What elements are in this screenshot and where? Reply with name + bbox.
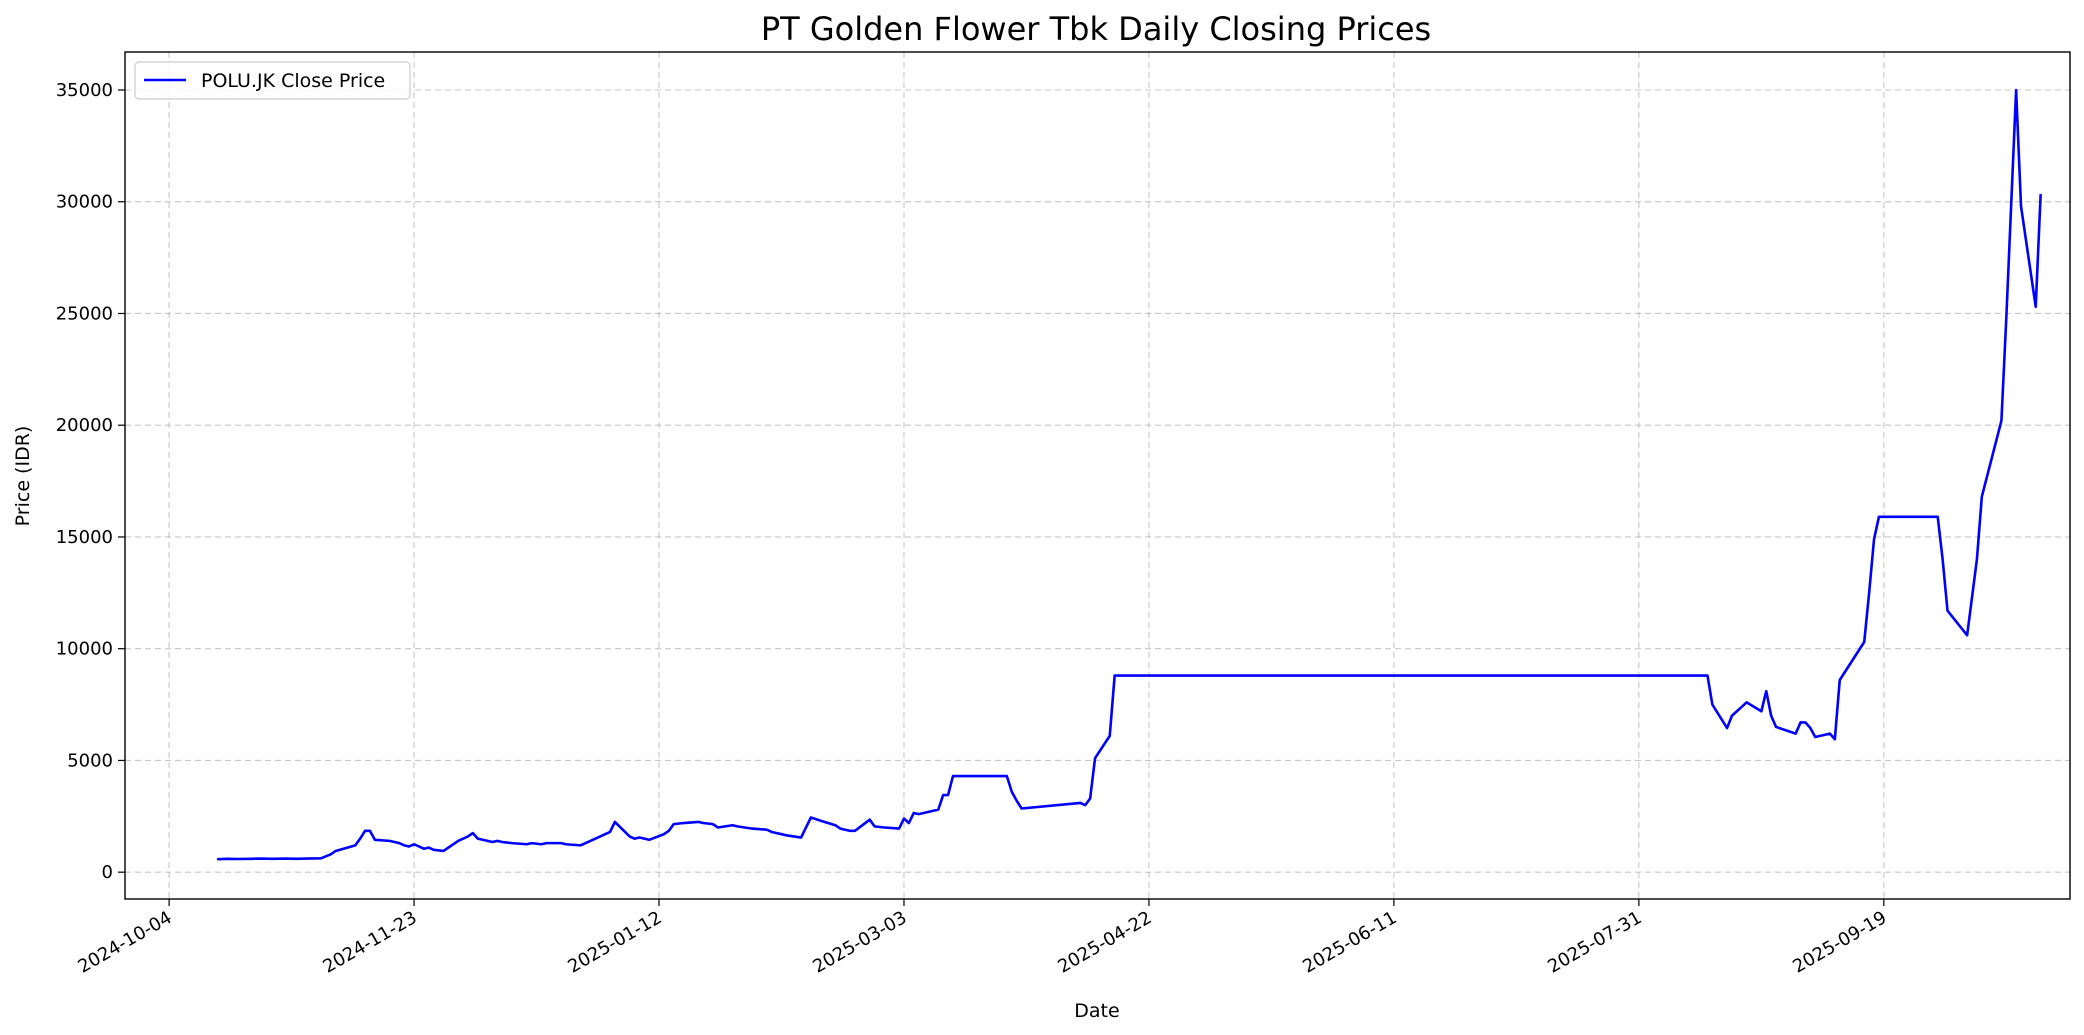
y-tick-label: 10000 <box>56 639 113 660</box>
legend-label: POLU.JK Close Price <box>201 70 385 92</box>
grid <box>125 52 2070 899</box>
plot-frame <box>124 51 2071 900</box>
y-tick-label: 35000 <box>56 80 113 101</box>
chart-title: PT Golden Flower Tbk Daily Closing Price… <box>761 10 1431 48</box>
series-layer <box>216 88 2042 861</box>
legend-box <box>134 61 411 100</box>
y-tick-label: 0 <box>102 862 113 883</box>
y-tick-label: 15000 <box>56 527 113 548</box>
y-axis: 0 5000 10000 15000 20000 25000 30000 35000 <box>56 80 125 883</box>
y-tick-label: 5000 <box>67 750 113 771</box>
x-axis-title: Date <box>1074 1000 1119 1022</box>
series-line-0 <box>216 88 2042 861</box>
y-tick-label: 30000 <box>56 192 113 213</box>
y-tick-label: 20000 <box>56 415 113 436</box>
y-tick-label: 25000 <box>56 303 113 324</box>
legend: POLU.JK Close Price <box>134 61 411 100</box>
y-axis-title: Price (IDR) <box>12 426 34 527</box>
